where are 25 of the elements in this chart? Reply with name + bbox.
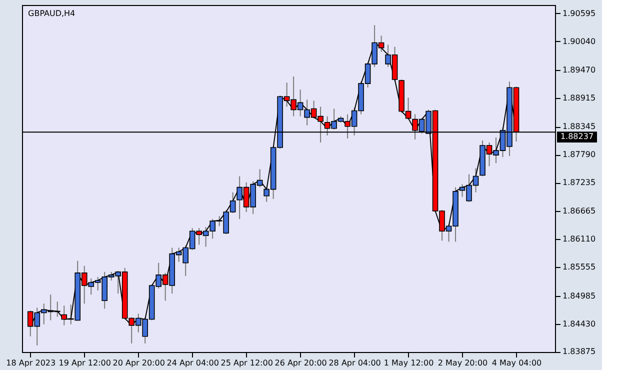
x-tick-label: 4 May 04:00 xyxy=(492,358,542,368)
x-tick-label: 18 Apr 2023 xyxy=(6,358,56,368)
y-tick-label: 1.84430 xyxy=(562,319,596,328)
x-tick-label: 25 Apr 12:00 xyxy=(220,358,273,368)
y-tick-label: 1.87790 xyxy=(562,150,596,160)
ref-line-label: 1.88237 xyxy=(560,132,594,142)
text: GBPAUD,H4 xyxy=(28,9,76,18)
y-tick-label: 1.86110 xyxy=(562,234,596,244)
y-tick-label: 1.89470 xyxy=(562,65,596,74)
x-tick-label: 2 May 20:00 xyxy=(438,358,488,368)
y-tick-label: 1.85555 xyxy=(562,262,596,272)
y-tick-label: 1.86665 xyxy=(562,206,596,216)
y-tick-label: 1.88915 xyxy=(562,93,596,102)
y-tick-label: 1.84985 xyxy=(562,291,596,300)
x-tick-label: 20 Apr 20:00 xyxy=(112,358,165,368)
y-tick-label: 1.88345 xyxy=(562,122,596,132)
y-tick-label: 1.83875 xyxy=(562,347,596,356)
x-tick-label: 19 Apr 12:00 xyxy=(58,358,111,368)
x-tick-label: 26 Apr 20:00 xyxy=(274,358,327,368)
x-tick-label: 1 May 12:00 xyxy=(384,358,434,368)
y-tick-label: 1.90040 xyxy=(562,36,596,46)
x-tick-label: 24 Apr 04:00 xyxy=(166,358,219,368)
y-tick-label: 1.87235 xyxy=(562,178,596,188)
y-tick-label: 1.90595 xyxy=(562,8,596,18)
x-tick-label: 28 Apr 04:00 xyxy=(328,358,381,368)
